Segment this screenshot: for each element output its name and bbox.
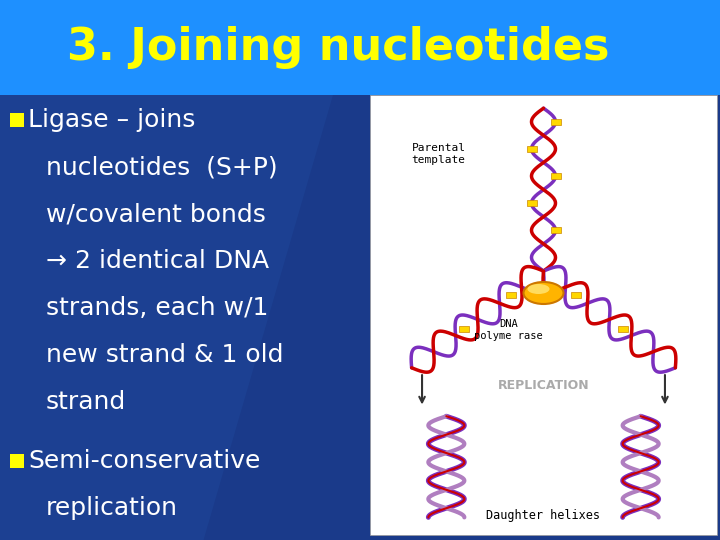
Bar bbox=[526, 146, 536, 152]
Text: strands, each w/1: strands, each w/1 bbox=[46, 296, 269, 320]
Bar bbox=[459, 326, 469, 332]
Text: Parental
template: Parental template bbox=[412, 144, 466, 165]
Text: strand: strand bbox=[46, 390, 126, 414]
Bar bbox=[551, 227, 560, 233]
Text: Semi-conservative: Semi-conservative bbox=[28, 449, 261, 473]
Ellipse shape bbox=[523, 282, 564, 304]
Text: Ligase – joins: Ligase – joins bbox=[28, 108, 195, 132]
Polygon shape bbox=[0, 95, 333, 540]
Bar bbox=[551, 173, 560, 179]
Bar bbox=[551, 119, 560, 125]
Bar bbox=[505, 292, 516, 298]
Text: 3. Joining nucleotides: 3. Joining nucleotides bbox=[67, 26, 610, 69]
Ellipse shape bbox=[528, 284, 549, 294]
Text: replication: replication bbox=[46, 496, 178, 520]
Bar bbox=[10, 113, 24, 127]
Bar bbox=[0, 0, 720, 95]
Text: DNA
polyme rase: DNA polyme rase bbox=[474, 319, 543, 341]
Bar bbox=[370, 95, 717, 535]
Bar bbox=[618, 326, 628, 332]
Bar bbox=[526, 200, 536, 206]
Text: Daughter helixes: Daughter helixes bbox=[487, 509, 600, 522]
Text: w/covalent bonds: w/covalent bonds bbox=[46, 202, 266, 226]
Text: new strand & 1 old: new strand & 1 old bbox=[46, 343, 284, 367]
Text: nucleotides  (S+P): nucleotides (S+P) bbox=[46, 155, 278, 179]
Bar bbox=[572, 292, 582, 298]
Bar bbox=[10, 454, 24, 468]
Text: REPLICATION: REPLICATION bbox=[498, 379, 589, 392]
Text: → 2 identical DNA: → 2 identical DNA bbox=[46, 249, 269, 273]
